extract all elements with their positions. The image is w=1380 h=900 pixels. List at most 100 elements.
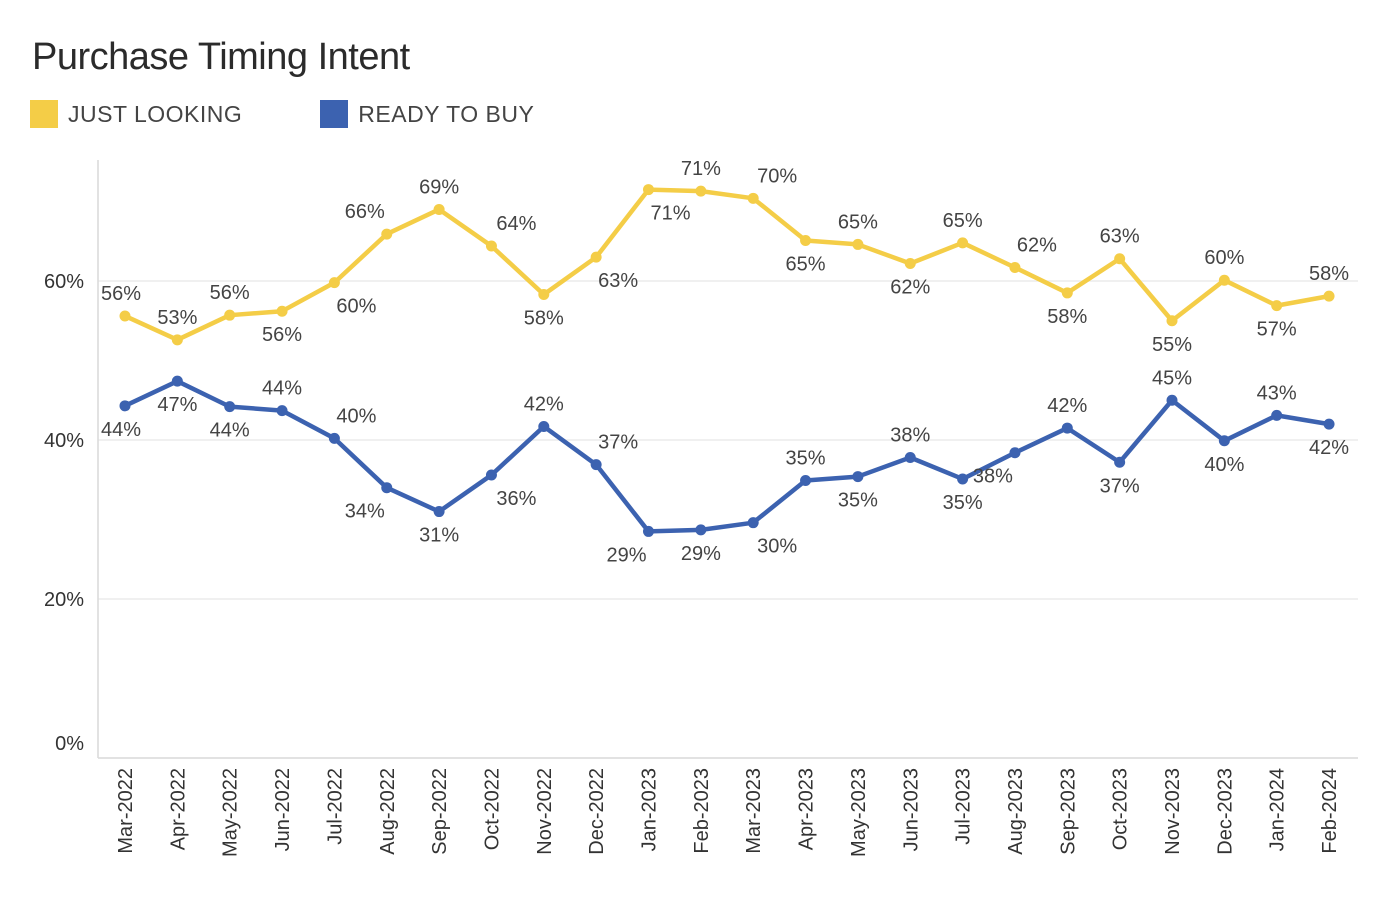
data-label-just-looking: 58% [524, 308, 564, 330]
x-tick-label: Aug-2022 [377, 768, 399, 855]
x-tick-label: Nov-2023 [1162, 768, 1184, 855]
data-label-just-looking: 71% [650, 203, 690, 225]
data-point-just-looking [538, 289, 550, 301]
data-label-ready-to-buy: 30% [757, 536, 797, 558]
data-point-ready-to-buy [747, 517, 759, 529]
data-point-just-looking [276, 305, 288, 317]
x-tick-label: Dec-2022 [586, 768, 608, 855]
data-label-just-looking: 55% [1152, 334, 1192, 356]
data-point-just-looking [1271, 300, 1283, 312]
data-label-just-looking: 56% [210, 282, 250, 304]
data-point-just-looking [590, 251, 602, 263]
data-label-just-looking: 56% [262, 324, 302, 346]
legend-item-ready-to-buy[interactable]: READY TO BUY [320, 100, 534, 128]
x-tick-label: Jan-2023 [639, 768, 661, 851]
data-label-ready-to-buy: 37% [1100, 475, 1140, 497]
x-tick-label: Oct-2023 [1110, 768, 1132, 850]
data-label-ready-to-buy: 34% [345, 501, 385, 523]
x-tick-label: Feb-2024 [1319, 768, 1341, 854]
data-point-ready-to-buy [643, 525, 654, 537]
data-label-just-looking: 57% [1257, 319, 1297, 341]
data-label-ready-to-buy: 45% [1152, 367, 1192, 389]
data-label-just-looking: 58% [1309, 263, 1349, 285]
legend-swatch-ready-to-buy [320, 100, 349, 128]
y-tick-label: 40% [44, 430, 84, 452]
data-point-ready-to-buy [852, 471, 864, 483]
data-label-ready-to-buy: 40% [1204, 454, 1244, 476]
x-tick-label: Apr-2022 [167, 768, 189, 850]
series-line-ready-to-buy [122, 378, 1332, 534]
data-point-ready-to-buy [904, 451, 916, 463]
legend-item-just-looking[interactable]: JUST LOOKING [30, 100, 242, 128]
data-point-just-looking [119, 310, 131, 322]
data-label-ready-to-buy: 29% [681, 543, 721, 565]
data-label-ready-to-buy: 37% [598, 432, 638, 454]
data-label-just-looking: 65% [943, 210, 983, 232]
data-point-ready-to-buy [538, 420, 550, 432]
data-point-just-looking [747, 192, 759, 204]
x-tick-label: May-2023 [848, 768, 870, 857]
data-label-just-looking: 60% [336, 296, 376, 318]
x-tick-label: Jan-2024 [1267, 768, 1289, 851]
data-label-ready-to-buy: 42% [1047, 395, 1087, 417]
data-point-ready-to-buy [381, 482, 393, 494]
data-label-just-looking: 62% [1017, 234, 1057, 256]
data-point-just-looking [485, 240, 497, 252]
data-label-just-looking: 53% [157, 307, 197, 329]
data-point-ready-to-buy [171, 375, 183, 387]
data-label-ready-to-buy: 38% [890, 424, 930, 446]
data-point-ready-to-buy [1166, 394, 1178, 406]
data-point-just-looking [328, 277, 340, 289]
data-label-just-looking: 64% [496, 213, 536, 235]
x-tick-label: Nov-2022 [534, 768, 556, 855]
data-label-ready-to-buy: 44% [210, 420, 250, 442]
data-label-just-looking: 63% [598, 270, 638, 292]
data-point-just-looking [800, 234, 812, 246]
data-point-just-looking [904, 258, 916, 270]
x-tick-label: Sep-2023 [1057, 768, 1079, 855]
data-label-just-looking: 56% [101, 283, 141, 305]
data-point-ready-to-buy [276, 405, 288, 417]
data-point-ready-to-buy [119, 400, 131, 412]
data-label-just-looking: 65% [786, 253, 826, 275]
x-tick-label: May-2022 [220, 768, 242, 857]
data-point-ready-to-buy [1271, 409, 1283, 421]
x-tick-label: Dec-2023 [1214, 768, 1236, 855]
data-point-just-looking [957, 237, 969, 249]
data-label-ready-to-buy: 35% [943, 492, 983, 514]
data-point-ready-to-buy [1323, 418, 1335, 430]
data-point-just-looking [643, 184, 654, 196]
data-label-just-looking: 69% [419, 176, 459, 198]
y-tick-label: 20% [44, 589, 84, 611]
x-tick-label: Feb-2023 [691, 768, 713, 854]
x-tick-label: Apr-2023 [796, 768, 818, 850]
data-point-ready-to-buy [485, 469, 497, 481]
data-label-just-looking: 58% [1047, 306, 1087, 328]
x-tick-label: Sep-2022 [429, 768, 451, 855]
data-point-just-looking [433, 203, 445, 215]
data-label-ready-to-buy: 47% [157, 394, 197, 416]
legend-swatch-just-looking [30, 100, 58, 128]
data-point-just-looking [1323, 290, 1335, 302]
data-point-just-looking [852, 238, 864, 250]
data-point-ready-to-buy [695, 524, 707, 536]
data-point-just-looking [224, 309, 236, 321]
data-point-ready-to-buy [1061, 422, 1073, 434]
data-label-just-looking: 60% [1204, 247, 1244, 269]
x-tick-label: Mar-2022 [115, 768, 137, 854]
legend: JUST LOOKING READY TO BUY [30, 100, 612, 128]
data-label-ready-to-buy: 43% [1257, 382, 1297, 404]
data-point-ready-to-buy [590, 459, 602, 471]
data-label-ready-to-buy: 44% [101, 419, 141, 441]
data-label-ready-to-buy: 29% [606, 544, 646, 566]
data-label-ready-to-buy: 42% [524, 393, 564, 415]
data-point-ready-to-buy [1009, 447, 1021, 459]
data-label-ready-to-buy: 38% [973, 466, 1013, 488]
data-label-just-looking: 62% [890, 277, 930, 299]
data-point-just-looking [171, 334, 183, 346]
x-tick-label: Oct-2022 [481, 768, 503, 850]
x-tick-label: Jun-2022 [272, 768, 294, 851]
data-point-just-looking [1166, 315, 1178, 327]
legend-label-ready-to-buy: READY TO BUY [358, 100, 535, 127]
x-tick-label: Jul-2023 [953, 768, 975, 845]
